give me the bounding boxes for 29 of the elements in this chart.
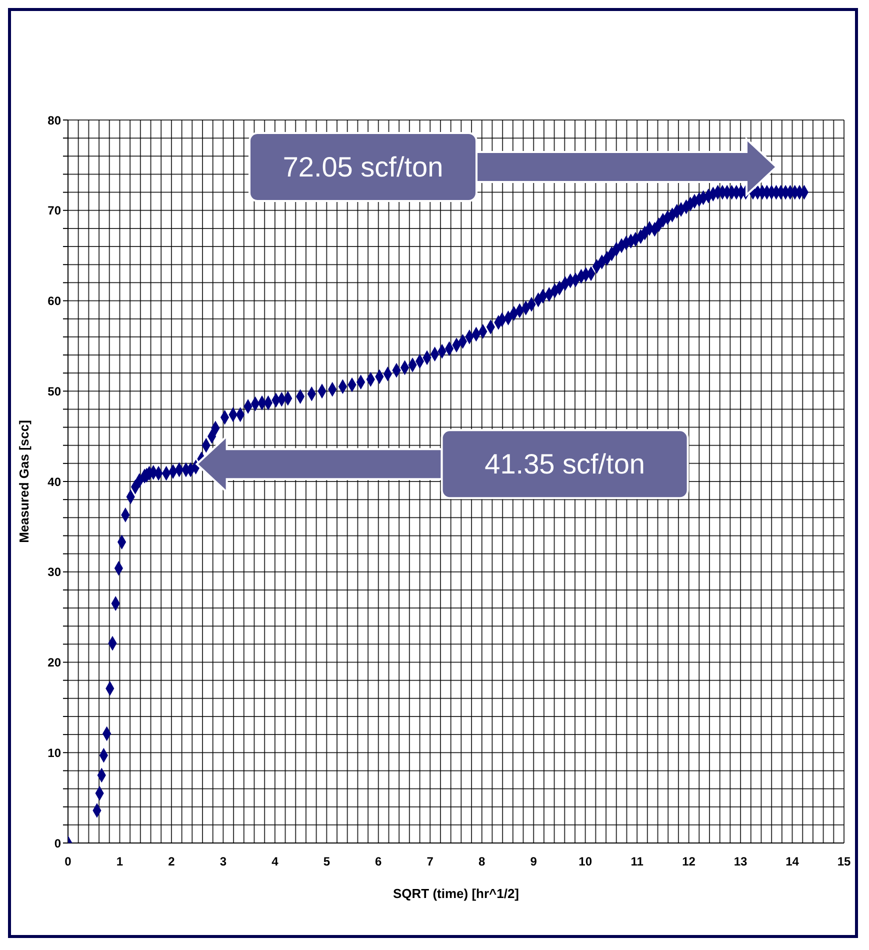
x-tick-label: 9 bbox=[530, 854, 538, 869]
y-tick-label: 50 bbox=[48, 384, 62, 398]
y-tick-label: 30 bbox=[48, 565, 62, 580]
x-tick-label: 10 bbox=[578, 854, 592, 869]
y-tick-label: 80 bbox=[48, 113, 62, 128]
x-tick-label: 14 bbox=[786, 854, 800, 869]
x-tick-label: 5 bbox=[323, 854, 330, 869]
y-tick-label: 20 bbox=[48, 656, 62, 670]
x-tick-label: 4 bbox=[272, 854, 279, 869]
x-tick-label: 8 bbox=[478, 854, 486, 869]
y-tick-label: 10 bbox=[48, 746, 62, 760]
y-tick-label: 60 bbox=[48, 294, 62, 308]
x-tick-label: 12 bbox=[682, 854, 696, 869]
x-tick-label: 1 bbox=[116, 854, 124, 869]
x-tick-label: 3 bbox=[220, 854, 227, 869]
x-tick-label: 2 bbox=[168, 854, 176, 869]
annotation: 72.05 scf/ton bbox=[282, 151, 444, 182]
x-tick-label: 15 bbox=[837, 854, 851, 869]
x-tick-label: 6 bbox=[375, 854, 382, 869]
y-axis-title: Measured Gas [scc] bbox=[16, 420, 32, 543]
annotation: 41.35 scf/ton bbox=[484, 448, 645, 480]
y-tick-label: 0 bbox=[54, 836, 62, 850]
x-tick-label: 13 bbox=[734, 854, 748, 869]
x-tick-label: 7 bbox=[426, 854, 434, 869]
y-tick-label: 40 bbox=[48, 474, 62, 489]
y-tick-label: 70 bbox=[48, 204, 62, 218]
x-tick-label: 0 bbox=[64, 854, 72, 869]
x-axis-title: SQRT (time) [hr^1/2] bbox=[392, 886, 520, 901]
x-tick-label: 11 bbox=[630, 854, 644, 869]
